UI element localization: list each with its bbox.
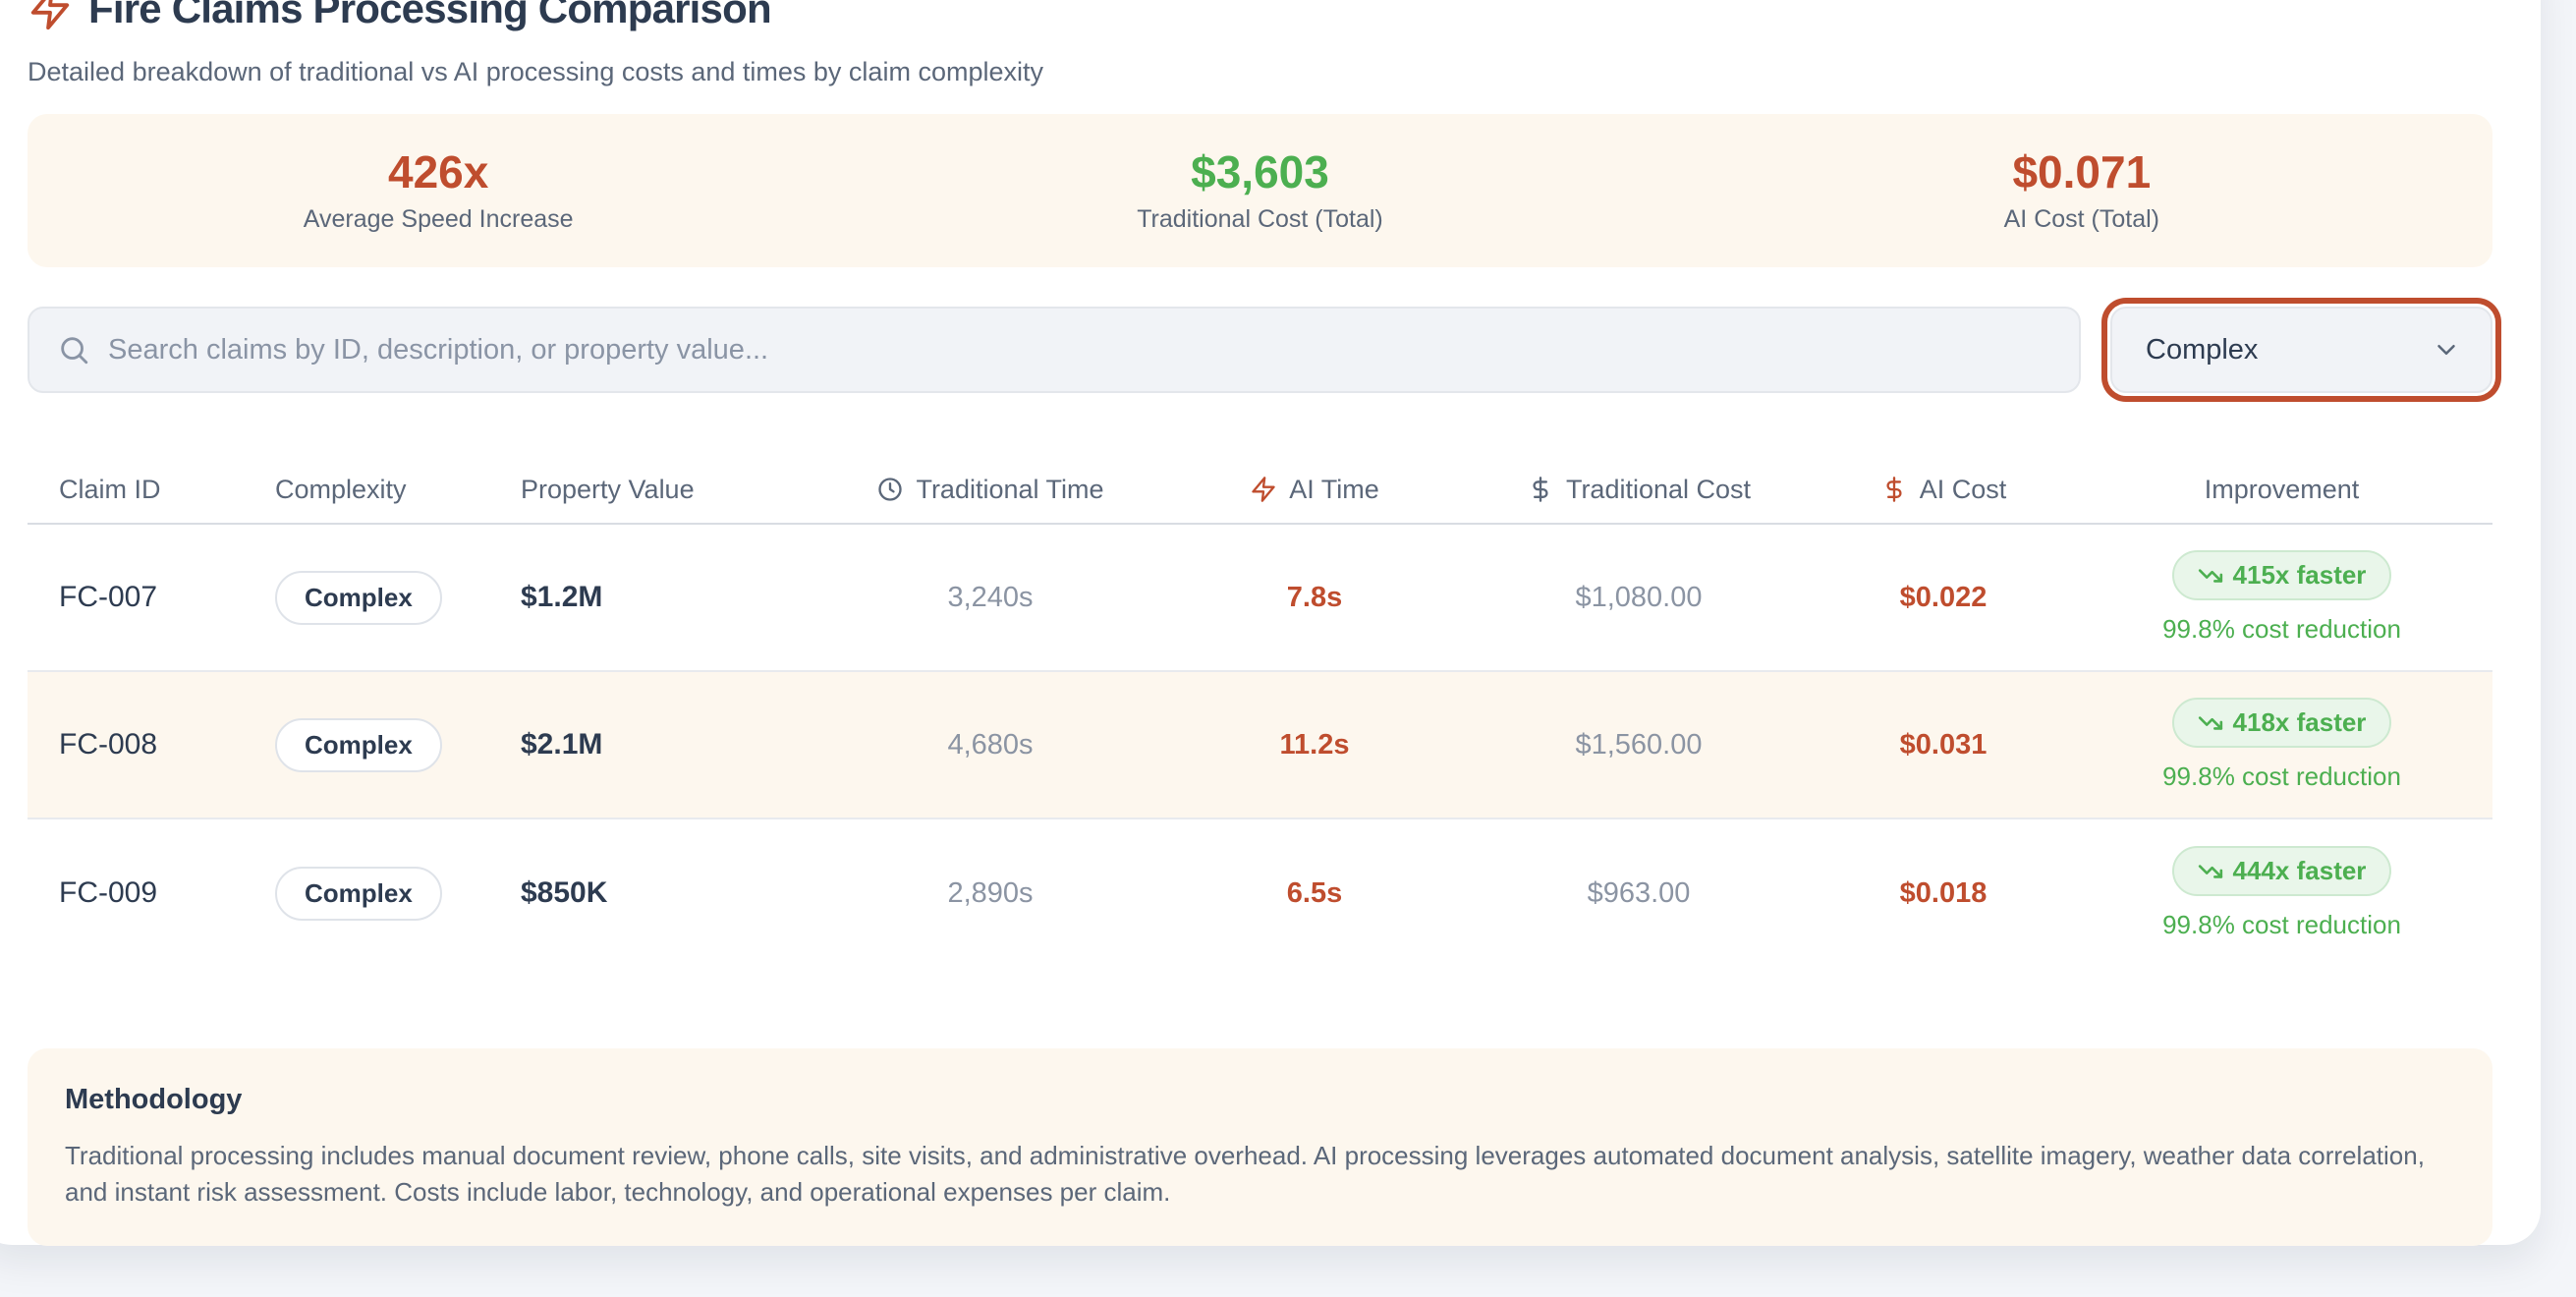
clock-icon <box>878 478 903 501</box>
property-value-cell: $2.1M <box>521 728 603 761</box>
speed-improvement-label: 444x faster <box>2232 856 2367 885</box>
claim-id-cell: FC-007 <box>59 581 158 613</box>
table-row: FC-007 Complex $1.2M 3,240s 7.8s $1,080.… <box>28 525 2492 672</box>
stat-ai-cost: $0.071 AI Cost (Total) <box>1671 147 2492 234</box>
column-label: Property Value <box>521 474 695 504</box>
column-label: AI Cost <box>1919 474 2007 504</box>
stat-traditional-cost-label: Traditional Cost (Total) <box>1137 205 1383 233</box>
dollar-icon <box>1886 477 1902 502</box>
lightning-icon <box>1252 477 1275 502</box>
speed-improvement-label: 415x faster <box>2232 560 2367 590</box>
stats-bar: 426x Average Speed Increase $3,603 Tradi… <box>28 114 2492 267</box>
search-box <box>28 307 2081 393</box>
improvement-cell: 415x faster 99.8% cost reduction <box>2071 550 2492 645</box>
complexity-filter-value: Complex <box>2146 333 2259 366</box>
trending-down-icon <box>2198 864 2222 878</box>
improvement-cell: 418x faster 99.8% cost reduction <box>2071 698 2492 792</box>
cost-reduction-label: 99.8% cost reduction <box>2162 910 2401 939</box>
methodology-panel: Methodology Traditional processing inclu… <box>28 1048 2492 1246</box>
table-body: FC-007 Complex $1.2M 3,240s 7.8s $1,080.… <box>28 525 2492 967</box>
cost-reduction-label: 99.8% cost reduction <box>2162 614 2401 644</box>
traditional-cost-cell: $963.00 <box>1587 876 1691 909</box>
column-header-traditional-cost: Traditional Cost <box>1462 475 1816 505</box>
page-title: Fire Claims Processing Comparison <box>88 0 772 31</box>
traditional-time-cell: 4,680s <box>947 728 1034 761</box>
speed-improvement-badge: 418x faster <box>2171 698 2392 748</box>
trending-down-icon <box>2198 715 2222 730</box>
improvement-cell: 444x faster 99.8% cost reduction <box>2071 846 2492 940</box>
traditional-time-cell: 2,890s <box>947 876 1034 909</box>
main-card: Fire Claims Processing Comparison Detail… <box>0 0 2541 1246</box>
column-header-complexity: Complexity <box>244 475 489 505</box>
complexity-badge: Complex <box>275 717 442 772</box>
cost-reduction-label: 99.8% cost reduction <box>2162 761 2401 791</box>
methodology-body: Traditional processing includes manual d… <box>65 1141 2425 1207</box>
property-value-cell: $1.2M <box>521 581 603 613</box>
ai-time-cell: 7.8s <box>1286 581 1343 613</box>
column-label: Traditional Cost <box>1565 474 1752 504</box>
claims-table: Claim ID Complexity Property Value Tradi… <box>28 456 2492 967</box>
search-icon <box>61 337 88 365</box>
column-header-property-value: Property Value <box>489 475 813 505</box>
column-header-claim-id: Claim ID <box>28 475 244 505</box>
search-input[interactable] <box>108 333 2051 367</box>
stat-ai-cost-value: $0.071 <box>2012 146 2152 197</box>
property-value-cell: $850K <box>521 876 608 909</box>
column-header-ai-time: AI Time <box>1167 475 1462 505</box>
ai-cost-cell: $0.031 <box>1899 728 1988 761</box>
column-header-traditional-time: Traditional Time <box>813 475 1167 505</box>
chevron-down-icon <box>2437 345 2455 355</box>
column-label: Claim ID <box>59 474 161 504</box>
speed-improvement-label: 418x faster <box>2232 707 2367 737</box>
stat-speed-value: 426x <box>387 146 489 197</box>
claim-id-cell: FC-009 <box>59 876 158 909</box>
complexity-badge: Complex <box>275 866 442 921</box>
stat-speed-increase: 426x Average Speed Increase <box>28 147 849 234</box>
speed-improvement-badge: 415x faster <box>2171 550 2392 600</box>
complexity-badge: Complex <box>275 570 442 625</box>
stat-speed-label: Average Speed Increase <box>303 205 574 233</box>
dollar-icon <box>1533 477 1548 502</box>
claim-id-cell: FC-008 <box>59 728 158 761</box>
complexity-cell: Complex <box>244 717 489 772</box>
column-label: Improvement <box>2204 474 2360 504</box>
column-header-improvement: Improvement <box>2071 475 2492 505</box>
page-subtitle: Detailed breakdown of traditional vs AI … <box>28 57 1043 86</box>
ai-cost-cell: $0.018 <box>1899 876 1988 909</box>
complexity-cell: Complex <box>244 866 489 921</box>
stat-traditional-cost-value: $3,603 <box>1191 146 1329 197</box>
ai-cost-cell: $0.022 <box>1899 581 1988 613</box>
table-row: FC-009 Complex $850K 2,890s 6.5s $963.00… <box>28 819 2492 967</box>
traditional-time-cell: 3,240s <box>947 581 1034 613</box>
stat-ai-cost-label: AI Cost (Total) <box>2003 205 2159 233</box>
traditional-cost-cell: $1,560.00 <box>1575 728 1703 761</box>
trending-down-icon <box>2198 568 2222 583</box>
speed-improvement-badge: 444x faster <box>2171 846 2392 896</box>
stat-traditional-cost: $3,603 Traditional Cost (Total) <box>849 147 1670 234</box>
column-label: Traditional Time <box>916 474 1104 504</box>
table-header-row: Claim ID Complexity Property Value Tradi… <box>28 456 2492 525</box>
column-label: AI Time <box>1289 474 1379 504</box>
complexity-filter-dropdown[interactable]: Complex <box>2110 307 2492 393</box>
complexity-cell: Complex <box>244 570 489 625</box>
page-header: Fire Claims Processing Comparison <box>28 0 2492 31</box>
lightning-icon <box>30 0 70 30</box>
toolbar: Complex <box>28 307 2492 393</box>
ai-time-cell: 6.5s <box>1286 876 1343 909</box>
column-header-ai-cost: AI Cost <box>1816 475 2071 505</box>
methodology-title: Methodology <box>65 1084 243 1115</box>
table-row: FC-008 Complex $2.1M 4,680s 11.2s $1,560… <box>28 672 2492 819</box>
ai-time-cell: 11.2s <box>1279 728 1350 761</box>
traditional-cost-cell: $1,080.00 <box>1575 581 1703 613</box>
column-label: Complexity <box>275 474 407 504</box>
